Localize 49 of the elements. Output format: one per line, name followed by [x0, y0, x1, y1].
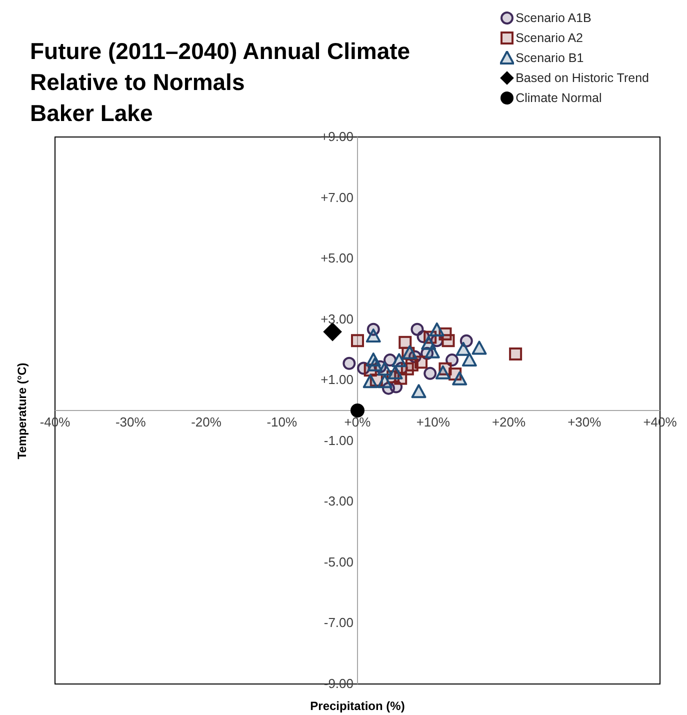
y-axis-title: Temperature (°C) [15, 362, 29, 459]
point [362, 374, 378, 388]
legend-label: Scenario A1B [516, 11, 592, 25]
legend-label: Based on Historic Trend [516, 71, 649, 85]
point [388, 365, 403, 380]
y-tick-label: +5.00 [320, 250, 354, 266]
legend-label: Climate Normal [516, 91, 602, 105]
point [424, 366, 437, 380]
y-tick-label: -3.00 [324, 494, 354, 509]
x-tick-label: +10% [416, 414, 450, 430]
point [367, 357, 382, 372]
point [366, 328, 381, 343]
point [350, 404, 364, 418]
point [472, 340, 487, 355]
legend-label: Scenario A2 [516, 31, 584, 45]
point [429, 322, 444, 336]
x-tick-label: -10% [266, 414, 298, 430]
x-tick-label: -30% [115, 414, 146, 430]
point [442, 334, 455, 348]
y-tick-label: +3.00 [320, 311, 354, 326]
point [460, 334, 473, 348]
x-tick-label: +20% [492, 414, 526, 430]
point [377, 362, 392, 376]
y-tick-label: -1.00 [324, 432, 354, 448]
point [462, 352, 477, 367]
point [411, 384, 426, 398]
legend-label: Scenario B1 [516, 51, 584, 65]
point [405, 358, 418, 372]
y-tick-label: -5.00 [324, 554, 354, 570]
y-tick-label: -7.00 [324, 615, 354, 630]
point [342, 356, 356, 370]
point [351, 334, 364, 348]
point [402, 345, 418, 360]
point [324, 322, 342, 341]
chart-title: Future (2011–2040) Annual Climate Relative to Normals Baker Lake [30, 37, 410, 128]
y-tick-label: +1.00 [320, 372, 354, 388]
point [452, 371, 468, 386]
point [424, 344, 440, 358]
point [377, 374, 392, 388]
point [435, 365, 450, 380]
point [456, 342, 471, 356]
y-tick-label: +7.00 [320, 190, 354, 205]
point [392, 353, 407, 368]
x-axis-title: Precipitation (%) [309, 699, 406, 713]
x-tick-label: +0% [344, 414, 372, 430]
point [446, 354, 459, 367]
x-tick-label: +30% [568, 414, 602, 430]
x-tick-label: -20% [191, 414, 222, 430]
point [509, 347, 522, 360]
